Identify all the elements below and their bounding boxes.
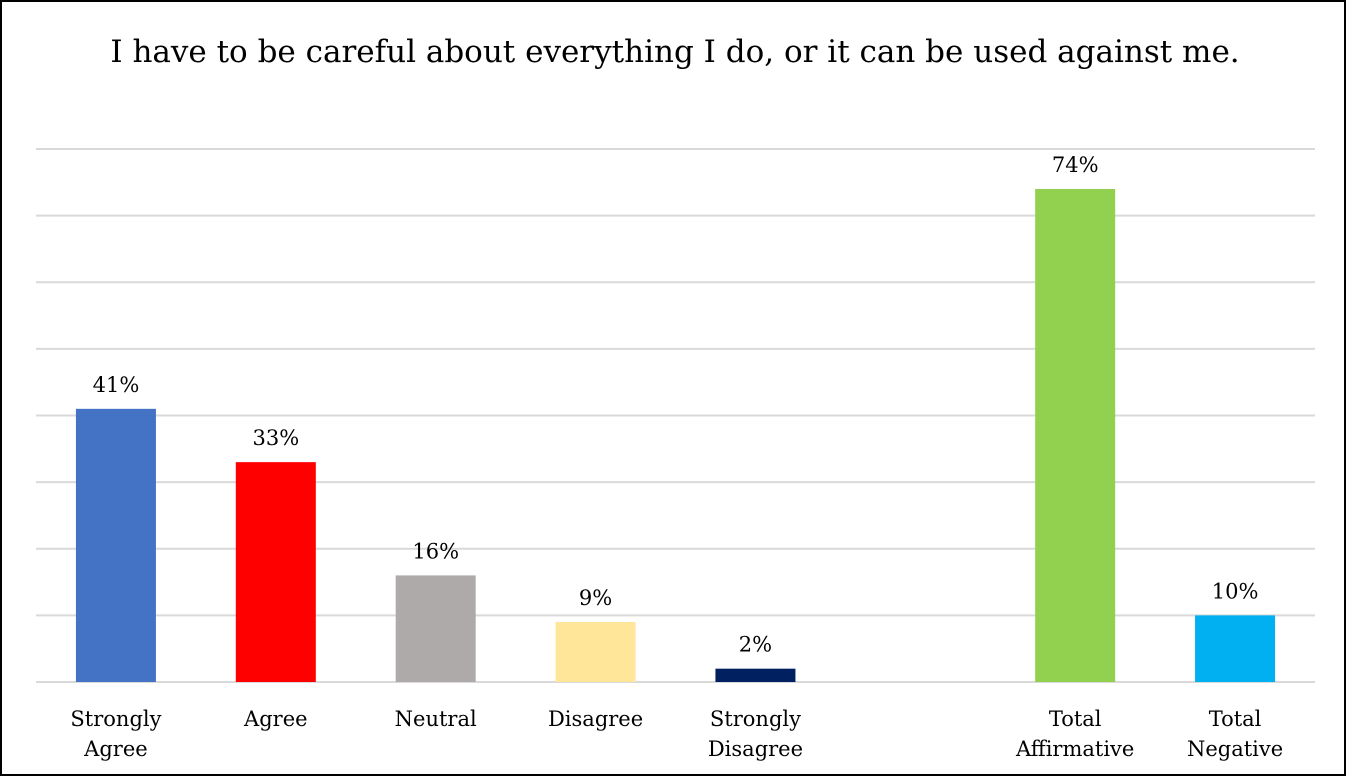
data-label: 33% [252, 426, 299, 450]
bar [75, 408, 156, 682]
x-tick-label: Disagree [548, 707, 643, 731]
data-label: 9% [579, 586, 612, 610]
data-label: 2% [739, 633, 772, 657]
bar [555, 622, 636, 682]
x-tick-label: Strongly [70, 707, 161, 731]
bar [1035, 188, 1116, 682]
x-tick-label: Affirmative [1015, 737, 1134, 761]
x-tick-label: Disagree [708, 737, 803, 761]
data-label: 74% [1052, 153, 1099, 177]
x-tick-label: Strongly [710, 707, 801, 731]
bar [395, 575, 476, 682]
x-tick-label: Total [1209, 707, 1262, 731]
data-label: 16% [412, 539, 459, 563]
bar [235, 462, 316, 682]
bar [715, 668, 796, 682]
data-label: 41% [93, 373, 140, 397]
x-tick-label: Neutral [395, 707, 477, 731]
x-tick-label: Total [1049, 707, 1102, 731]
x-tick-label: Negative [1187, 737, 1283, 761]
data-label: 10% [1212, 579, 1259, 603]
bar [1195, 615, 1276, 682]
chart-title: I have to be careful about everything I … [110, 34, 1240, 70]
x-tick-label: Agree [243, 707, 308, 731]
x-tick-label: Agree [83, 737, 148, 761]
